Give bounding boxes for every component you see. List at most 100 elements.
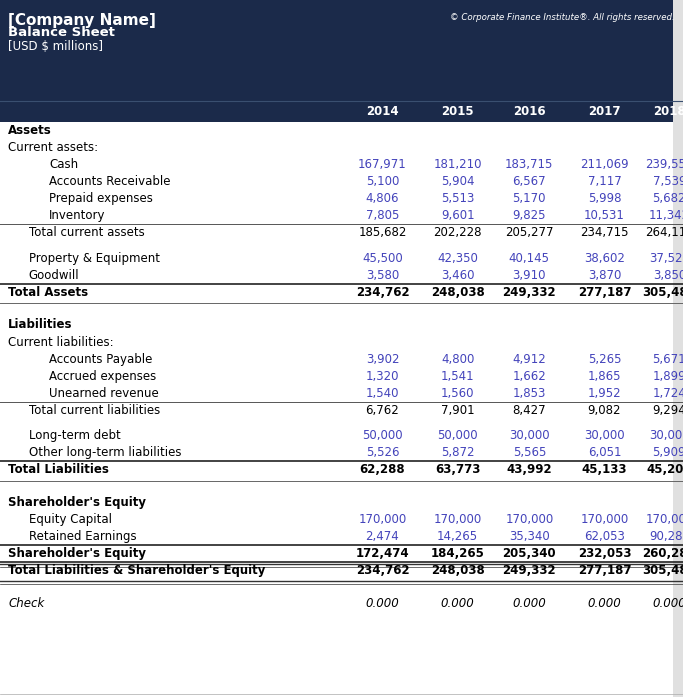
Text: 11,342: 11,342 bbox=[649, 209, 683, 222]
Text: 4,912: 4,912 bbox=[512, 353, 546, 366]
Text: 305,483: 305,483 bbox=[643, 286, 683, 299]
Text: 7,539: 7,539 bbox=[652, 175, 683, 188]
Text: 170,000: 170,000 bbox=[645, 513, 683, 526]
Text: 5,909: 5,909 bbox=[652, 446, 683, 459]
Text: 9,294: 9,294 bbox=[652, 404, 683, 417]
Text: 205,340: 205,340 bbox=[503, 547, 556, 560]
Text: 2015: 2015 bbox=[441, 105, 474, 118]
Text: 5,170: 5,170 bbox=[512, 192, 546, 206]
Text: 211,069: 211,069 bbox=[580, 158, 629, 171]
Text: 7,901: 7,901 bbox=[441, 404, 475, 417]
Text: 45,133: 45,133 bbox=[582, 464, 627, 477]
Text: [Company Name]: [Company Name] bbox=[8, 13, 156, 28]
Text: 2,474: 2,474 bbox=[365, 530, 400, 543]
Text: Accrued expenses: Accrued expenses bbox=[49, 369, 156, 383]
Text: 1,865: 1,865 bbox=[587, 369, 622, 383]
Text: 40,145: 40,145 bbox=[509, 252, 550, 265]
Text: 185,682: 185,682 bbox=[359, 227, 406, 240]
Text: [USD $ millions]: [USD $ millions] bbox=[8, 40, 103, 53]
Text: 264,112: 264,112 bbox=[645, 227, 683, 240]
Text: 62,053: 62,053 bbox=[584, 530, 625, 543]
Bar bbox=[0, 0, 683, 101]
Text: 3,902: 3,902 bbox=[365, 353, 400, 366]
Text: 5,671: 5,671 bbox=[652, 353, 683, 366]
Text: 6,762: 6,762 bbox=[365, 404, 400, 417]
Text: 43,992: 43,992 bbox=[507, 464, 552, 477]
Text: 4,806: 4,806 bbox=[365, 192, 400, 206]
Text: 7,805: 7,805 bbox=[366, 209, 399, 222]
Text: 0.000: 0.000 bbox=[587, 597, 622, 610]
Text: 37,521: 37,521 bbox=[649, 252, 683, 265]
Text: Long-term debt: Long-term debt bbox=[29, 429, 120, 443]
Text: Unearned revenue: Unearned revenue bbox=[49, 387, 159, 400]
Text: 1,320: 1,320 bbox=[365, 369, 400, 383]
Text: 5,872: 5,872 bbox=[441, 446, 475, 459]
Text: 232,053: 232,053 bbox=[578, 547, 631, 560]
Text: 1,540: 1,540 bbox=[365, 387, 400, 400]
Text: 5,904: 5,904 bbox=[441, 175, 475, 188]
Text: 0.000: 0.000 bbox=[652, 597, 683, 610]
Text: 0.000: 0.000 bbox=[365, 597, 400, 610]
Text: 1,952: 1,952 bbox=[587, 387, 622, 400]
Text: 6,051: 6,051 bbox=[587, 446, 622, 459]
Text: Total Assets: Total Assets bbox=[8, 286, 88, 299]
Text: 14,265: 14,265 bbox=[437, 530, 478, 543]
Text: 181,210: 181,210 bbox=[433, 158, 482, 171]
Text: 5,682: 5,682 bbox=[652, 192, 683, 206]
Text: 3,850: 3,850 bbox=[653, 269, 683, 282]
Text: 3,910: 3,910 bbox=[512, 269, 546, 282]
Text: Inventory: Inventory bbox=[49, 209, 106, 222]
Text: 1,899: 1,899 bbox=[652, 369, 683, 383]
Text: 30,000: 30,000 bbox=[649, 429, 683, 443]
Text: 170,000: 170,000 bbox=[581, 513, 628, 526]
Text: Total Liabilities & Shareholder's Equity: Total Liabilities & Shareholder's Equity bbox=[8, 564, 266, 577]
Text: 1,541: 1,541 bbox=[441, 369, 475, 383]
Text: 63,773: 63,773 bbox=[435, 464, 480, 477]
Text: 45,500: 45,500 bbox=[362, 252, 403, 265]
Text: 249,332: 249,332 bbox=[503, 564, 556, 577]
Text: 9,825: 9,825 bbox=[512, 209, 546, 222]
Text: 5,998: 5,998 bbox=[587, 192, 622, 206]
Text: 38,602: 38,602 bbox=[584, 252, 625, 265]
Text: 42,350: 42,350 bbox=[437, 252, 478, 265]
Text: 239,550: 239,550 bbox=[645, 158, 683, 171]
Text: 249,332: 249,332 bbox=[503, 286, 556, 299]
Text: Assets: Assets bbox=[8, 124, 52, 137]
Text: 260,280: 260,280 bbox=[643, 547, 683, 560]
Text: 202,228: 202,228 bbox=[433, 227, 482, 240]
Text: 90,280: 90,280 bbox=[649, 530, 683, 543]
Text: Total current assets: Total current assets bbox=[29, 227, 144, 240]
Text: 9,082: 9,082 bbox=[587, 404, 622, 417]
Text: 7,117: 7,117 bbox=[587, 175, 622, 188]
Text: Accounts Receivable: Accounts Receivable bbox=[49, 175, 171, 188]
Text: Current assets:: Current assets: bbox=[8, 141, 98, 154]
Text: 1,853: 1,853 bbox=[513, 387, 546, 400]
Text: 50,000: 50,000 bbox=[362, 429, 403, 443]
Text: Shareholder's Equity: Shareholder's Equity bbox=[8, 547, 146, 560]
Text: 45,203: 45,203 bbox=[647, 464, 683, 477]
Text: 5,265: 5,265 bbox=[587, 353, 622, 366]
Text: 305,483: 305,483 bbox=[643, 564, 683, 577]
Text: 5,526: 5,526 bbox=[365, 446, 400, 459]
Text: Other long-term liabilities: Other long-term liabilities bbox=[29, 446, 181, 459]
Text: 0.000: 0.000 bbox=[441, 597, 475, 610]
Text: 5,513: 5,513 bbox=[441, 192, 474, 206]
Text: 35,340: 35,340 bbox=[509, 530, 550, 543]
Text: 6,567: 6,567 bbox=[512, 175, 546, 188]
Text: 234,762: 234,762 bbox=[356, 286, 409, 299]
Text: Property & Equipment: Property & Equipment bbox=[29, 252, 160, 265]
Text: Shareholder's Equity: Shareholder's Equity bbox=[8, 496, 146, 509]
Text: 170,000: 170,000 bbox=[434, 513, 482, 526]
Bar bbox=[0, 101, 683, 122]
Text: 277,187: 277,187 bbox=[578, 286, 631, 299]
Text: Prepaid expenses: Prepaid expenses bbox=[49, 192, 153, 206]
Text: Accounts Payable: Accounts Payable bbox=[49, 353, 152, 366]
Text: Check: Check bbox=[8, 597, 44, 610]
Text: 1,662: 1,662 bbox=[512, 369, 546, 383]
Text: 9,601: 9,601 bbox=[441, 209, 475, 222]
Text: © Corporate Finance Institute®. All rights reserved.: © Corporate Finance Institute®. All righ… bbox=[450, 13, 675, 22]
Text: 50,000: 50,000 bbox=[437, 429, 478, 443]
Text: 5,100: 5,100 bbox=[366, 175, 399, 188]
Text: 248,038: 248,038 bbox=[431, 564, 484, 577]
Text: 3,580: 3,580 bbox=[366, 269, 399, 282]
